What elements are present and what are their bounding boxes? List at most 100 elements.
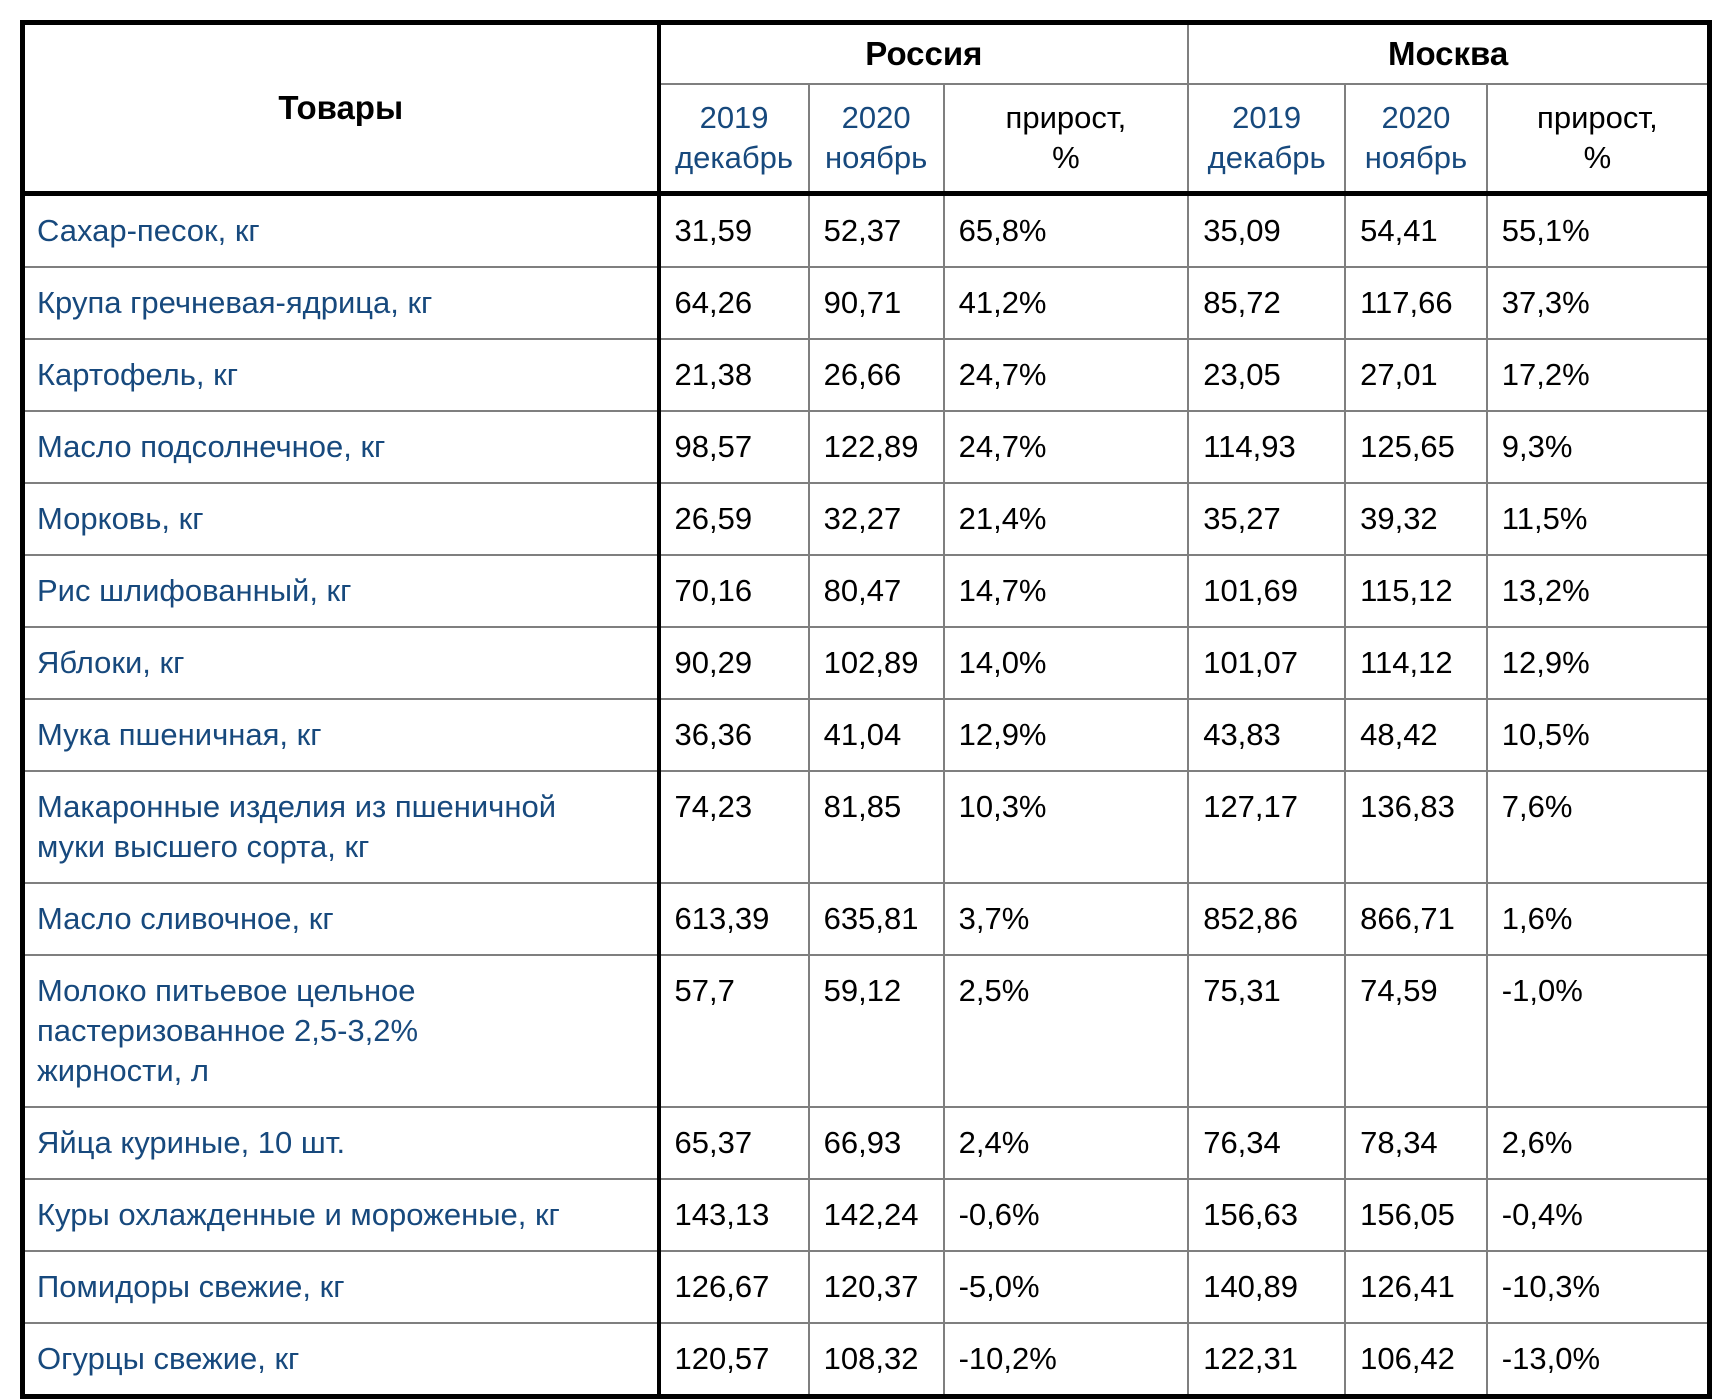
product-cell: Сахар-песок, кг: [21, 192, 661, 268]
value-cell-moscow-dec-2019: 23,05: [1187, 338, 1347, 412]
value-cell-russia-nov-2020: 52,37: [807, 192, 945, 268]
table-row: Картофель, кг 21,38 26,66 24,7% 23,05 27…: [21, 338, 1711, 412]
value-cell-moscow-dec-2019: 76,34: [1187, 1106, 1347, 1180]
value-cell-moscow-nov-2020: 78,34: [1344, 1106, 1488, 1180]
value-cell-moscow-dec-2019: 101,69: [1187, 554, 1347, 628]
value-cell-moscow-growth: 2,6%: [1485, 1106, 1711, 1180]
value-cell-moscow-growth: -10,3%: [1485, 1250, 1711, 1324]
value-cell-russia-nov-2020: 26,66: [807, 338, 945, 412]
value-cell-russia-nov-2020: 32,27: [807, 482, 945, 556]
value-cell-russia-growth: -5,0%: [942, 1250, 1190, 1324]
value-cell-russia-growth: 24,7%: [942, 410, 1190, 484]
product-cell: Картофель, кг: [21, 338, 661, 412]
region-group-row: Товары Россия Москва: [21, 21, 1711, 196]
column-header-russia-nov-2020: 2020 ноябрь: [807, 83, 945, 196]
value-cell-russia-growth: 2,4%: [942, 1106, 1190, 1180]
table-header: Товары Россия Москва 2019 декабрь 2020 н…: [21, 21, 1711, 196]
value-cell-russia-dec-2019: 613,39: [657, 882, 810, 956]
value-cell-moscow-growth: 55,1%: [1485, 192, 1711, 268]
value-cell-russia-dec-2019: 98,57: [657, 410, 810, 484]
product-cell: Морковь, кг: [21, 482, 661, 556]
value-cell-russia-growth: 24,7%: [942, 338, 1190, 412]
period-header-row: 2019 декабрь 2020 ноябрь прирост, % 2019…: [23, 83, 1711, 196]
value-cell-russia-nov-2020: 90,71: [807, 266, 945, 340]
table-row: Морковь, кг 26,59 32,27 21,4% 35,27 39,3…: [21, 482, 1711, 556]
value-cell-russia-growth: 21,4%: [942, 482, 1190, 556]
value-cell-moscow-nov-2020: 106,42: [1344, 1322, 1488, 1398]
table-row: Помидоры свежие, кг 126,67 120,37 -5,0% …: [21, 1250, 1711, 1324]
value-cell-russia-nov-2020: 635,81: [807, 882, 945, 956]
value-cell-russia-dec-2019: 90,29: [657, 626, 810, 700]
value-cell-russia-dec-2019: 57,7: [657, 954, 810, 1108]
value-cell-russia-nov-2020: 120,37: [807, 1250, 945, 1324]
region-header-russia: Россия: [657, 21, 1190, 85]
value-cell-moscow-nov-2020: 39,32: [1344, 482, 1488, 556]
value-cell-moscow-nov-2020: 866,71: [1344, 882, 1488, 956]
value-cell-moscow-nov-2020: 48,42: [1344, 698, 1488, 772]
table-row: Сахар-песок, кг 31,59 52,37 65,8% 35,09 …: [21, 192, 1711, 268]
value-cell-moscow-nov-2020: 115,12: [1344, 554, 1488, 628]
table-row: Молоко питьевое цельное пастеризованное …: [21, 954, 1711, 1108]
value-cell-russia-growth: -0,6%: [942, 1178, 1190, 1252]
column-header-moscow-dec-2019: 2019 декабрь: [1187, 83, 1347, 196]
column-header-russia-growth: прирост, %: [942, 83, 1190, 196]
value-cell-moscow-dec-2019: 114,93: [1187, 410, 1347, 484]
column-header-moscow-growth: прирост, %: [1485, 83, 1711, 196]
value-cell-moscow-dec-2019: 43,83: [1187, 698, 1347, 772]
value-cell-moscow-nov-2020: 156,05: [1344, 1178, 1488, 1252]
value-cell-moscow-nov-2020: 54,41: [1344, 192, 1488, 268]
value-cell-russia-growth: -10,2%: [942, 1322, 1190, 1398]
value-cell-russia-growth: 41,2%: [942, 266, 1190, 340]
product-cell: Яблоки, кг: [21, 626, 661, 700]
table-row: Огурцы свежие, кг 120,57 108,32 -10,2% 1…: [21, 1322, 1711, 1398]
value-cell-russia-nov-2020: 80,47: [807, 554, 945, 628]
table-row: Яблоки, кг 90,29 102,89 14,0% 101,07 114…: [21, 626, 1711, 700]
value-cell-russia-growth: 14,0%: [942, 626, 1190, 700]
table-row: Рис шлифованный, кг 70,16 80,47 14,7% 10…: [21, 554, 1711, 628]
value-cell-russia-nov-2020: 66,93: [807, 1106, 945, 1180]
table-row: Крупа гречневая-ядрица, кг 64,26 90,71 4…: [21, 266, 1711, 340]
value-cell-moscow-nov-2020: 126,41: [1344, 1250, 1488, 1324]
value-cell-russia-growth: 2,5%: [942, 954, 1190, 1108]
product-cell: Крупа гречневая-ядрица, кг: [21, 266, 661, 340]
value-cell-russia-dec-2019: 74,23: [657, 770, 810, 884]
value-cell-moscow-dec-2019: 852,86: [1187, 882, 1347, 956]
value-cell-moscow-dec-2019: 140,89: [1187, 1250, 1347, 1324]
value-cell-moscow-growth: 9,3%: [1485, 410, 1711, 484]
value-cell-moscow-nov-2020: 125,65: [1344, 410, 1488, 484]
value-cell-russia-nov-2020: 142,24: [807, 1178, 945, 1252]
value-cell-russia-nov-2020: 59,12: [807, 954, 945, 1108]
value-cell-russia-dec-2019: 126,67: [657, 1250, 810, 1324]
value-cell-moscow-nov-2020: 114,12: [1344, 626, 1488, 700]
value-cell-russia-dec-2019: 64,26: [657, 266, 810, 340]
table-body: Сахар-песок, кг 31,59 52,37 65,8% 35,09 …: [21, 192, 1711, 1398]
value-cell-moscow-dec-2019: 156,63: [1187, 1178, 1347, 1252]
value-cell-russia-growth: 12,9%: [942, 698, 1190, 772]
product-cell: Куры охлажденные и мороженые, кг: [21, 1178, 661, 1252]
value-cell-moscow-growth: 10,5%: [1485, 698, 1711, 772]
table-row: Яйца куриные, 10 шт. 65,37 66,93 2,4% 76…: [21, 1106, 1711, 1180]
value-cell-russia-nov-2020: 102,89: [807, 626, 945, 700]
value-cell-russia-dec-2019: 65,37: [657, 1106, 810, 1180]
value-cell-moscow-dec-2019: 35,27: [1187, 482, 1347, 556]
table-row: Мука пшеничная, кг 36,36 41,04 12,9% 43,…: [21, 698, 1711, 772]
value-cell-russia-growth: 3,7%: [942, 882, 1190, 956]
value-cell-moscow-nov-2020: 74,59: [1344, 954, 1488, 1108]
value-cell-moscow-growth: 37,3%: [1485, 266, 1711, 340]
value-cell-moscow-growth: -0,4%: [1485, 1178, 1711, 1252]
column-header-russia-dec-2019: 2019 декабрь: [657, 83, 810, 196]
value-cell-russia-dec-2019: 143,13: [657, 1178, 810, 1252]
column-header-moscow-nov-2020: 2020 ноябрь: [1344, 83, 1488, 196]
product-cell: Помидоры свежие, кг: [21, 1250, 661, 1324]
value-cell-moscow-growth: 13,2%: [1485, 554, 1711, 628]
price-table: Товары Россия Москва 2019 декабрь 2020 н…: [20, 20, 1712, 1399]
value-cell-moscow-growth: 17,2%: [1485, 338, 1711, 412]
product-cell: Огурцы свежие, кг: [21, 1322, 661, 1398]
product-cell: Яйца куриные, 10 шт.: [21, 1106, 661, 1180]
value-cell-russia-dec-2019: 26,59: [657, 482, 810, 556]
value-cell-russia-nov-2020: 81,85: [807, 770, 945, 884]
table-row: Куры охлажденные и мороженые, кг 143,13 …: [21, 1178, 1711, 1252]
value-cell-russia-nov-2020: 41,04: [807, 698, 945, 772]
value-cell-moscow-dec-2019: 85,72: [1187, 266, 1347, 340]
value-cell-moscow-growth: 1,6%: [1485, 882, 1711, 956]
